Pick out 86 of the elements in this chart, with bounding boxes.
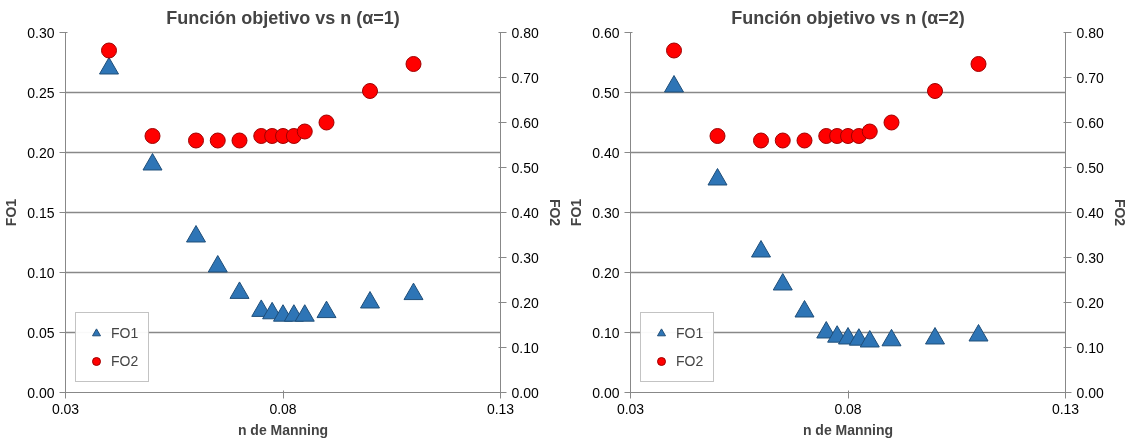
y2-axis-title: FO2: [546, 198, 563, 227]
x-tick-label: 0.03: [51, 400, 80, 417]
point: [707, 168, 728, 186]
point: [316, 300, 337, 319]
point: [927, 83, 943, 99]
point: [772, 273, 793, 291]
y-tick-label: 0.15: [27, 204, 55, 221]
y-tick-label: 0.25: [27, 84, 55, 101]
y2-tick-label: 0.40: [511, 204, 539, 221]
y2-tick-label: 0.00: [511, 384, 539, 401]
y-tick-label: 0.10: [592, 324, 620, 341]
y2-tick-label: 0.80: [1076, 24, 1104, 41]
x-tick-label: 0.13: [486, 400, 515, 417]
x-tick-label: 0.08: [269, 400, 297, 417]
point: [774, 132, 791, 149]
point: [142, 153, 163, 171]
y-tick-label: 0.50: [592, 84, 620, 101]
point: [968, 324, 989, 342]
y-tick-label: 0.00: [592, 384, 620, 401]
y2-tick-label: 0.10: [1076, 339, 1104, 356]
y-axis-title: FO1: [568, 198, 585, 227]
point: [144, 128, 161, 144]
point: [362, 83, 378, 99]
point: [188, 132, 204, 149]
legend-label: FO2: [676, 353, 704, 369]
point: [294, 304, 315, 322]
legend-label: FO2: [111, 353, 139, 369]
y2-tick-label: 0.70: [511, 69, 539, 86]
point: [99, 57, 119, 75]
y2-tick-label: 0.00: [1076, 384, 1104, 401]
y-tick-label: 0.20: [592, 264, 620, 281]
point: [794, 300, 815, 318]
point: [101, 42, 117, 59]
x-tick-label: 0.08: [834, 400, 862, 417]
x-tick-label: 0.03: [616, 400, 645, 417]
y2-tick-label: 0.50: [1076, 159, 1104, 176]
point: [753, 132, 769, 149]
y2-tick-label: 0.70: [1076, 69, 1104, 86]
point: [360, 291, 380, 309]
y-tick-label: 0.05: [27, 324, 55, 341]
point: [881, 328, 902, 347]
y-tick-label: 0.40: [592, 144, 620, 161]
y2-tick-label: 0.10: [511, 339, 539, 356]
x-axis-title: n de Manning: [802, 421, 894, 438]
y2-tick-label: 0.60: [511, 114, 539, 131]
legend-label: FO1: [676, 325, 704, 341]
y-tick-label: 0.30: [27, 24, 55, 41]
y-tick-label: 0.00: [27, 384, 55, 401]
point: [970, 56, 987, 72]
y-tick-label: 0.60: [592, 24, 620, 41]
point: [861, 123, 878, 140]
y2-tick-label: 0.50: [511, 159, 539, 176]
point: [207, 255, 228, 273]
y-axis-title: FO1: [3, 198, 20, 227]
y2-tick-label: 0.80: [511, 24, 539, 41]
y-tick-label: 0.30: [592, 204, 620, 221]
point: [859, 330, 880, 348]
y-tick-label: 0.10: [27, 264, 55, 281]
point: [666, 42, 682, 59]
point: [209, 132, 226, 149]
point: [664, 75, 684, 93]
point: [796, 132, 813, 149]
chart-title: Función objetivo vs n (α=2): [731, 7, 965, 28]
point: [318, 114, 335, 131]
point: [296, 123, 313, 140]
y2-tick-label: 0.30: [1076, 249, 1104, 266]
point: [925, 327, 945, 345]
y2-tick-label: 0.30: [511, 249, 539, 266]
legend-label: FO1: [111, 325, 139, 341]
point: [231, 132, 248, 149]
x-tick-label: 0.13: [1051, 400, 1080, 417]
chart-title: Función objetivo vs n (α=1): [166, 7, 400, 28]
x-axis-title: n de Manning: [237, 421, 329, 438]
point: [883, 114, 900, 131]
y2-tick-label: 0.20: [1076, 294, 1104, 311]
point: [709, 128, 726, 144]
y2-tick-label: 0.60: [1076, 114, 1104, 131]
y-tick-label: 0.20: [27, 144, 55, 161]
point: [403, 282, 424, 301]
point: [186, 225, 206, 243]
y2-axis-title: FO2: [1111, 198, 1128, 227]
y2-tick-label: 0.40: [1076, 204, 1104, 221]
point: [229, 281, 250, 299]
point: [751, 240, 771, 258]
y2-tick-label: 0.20: [511, 294, 539, 311]
point: [405, 56, 422, 72]
